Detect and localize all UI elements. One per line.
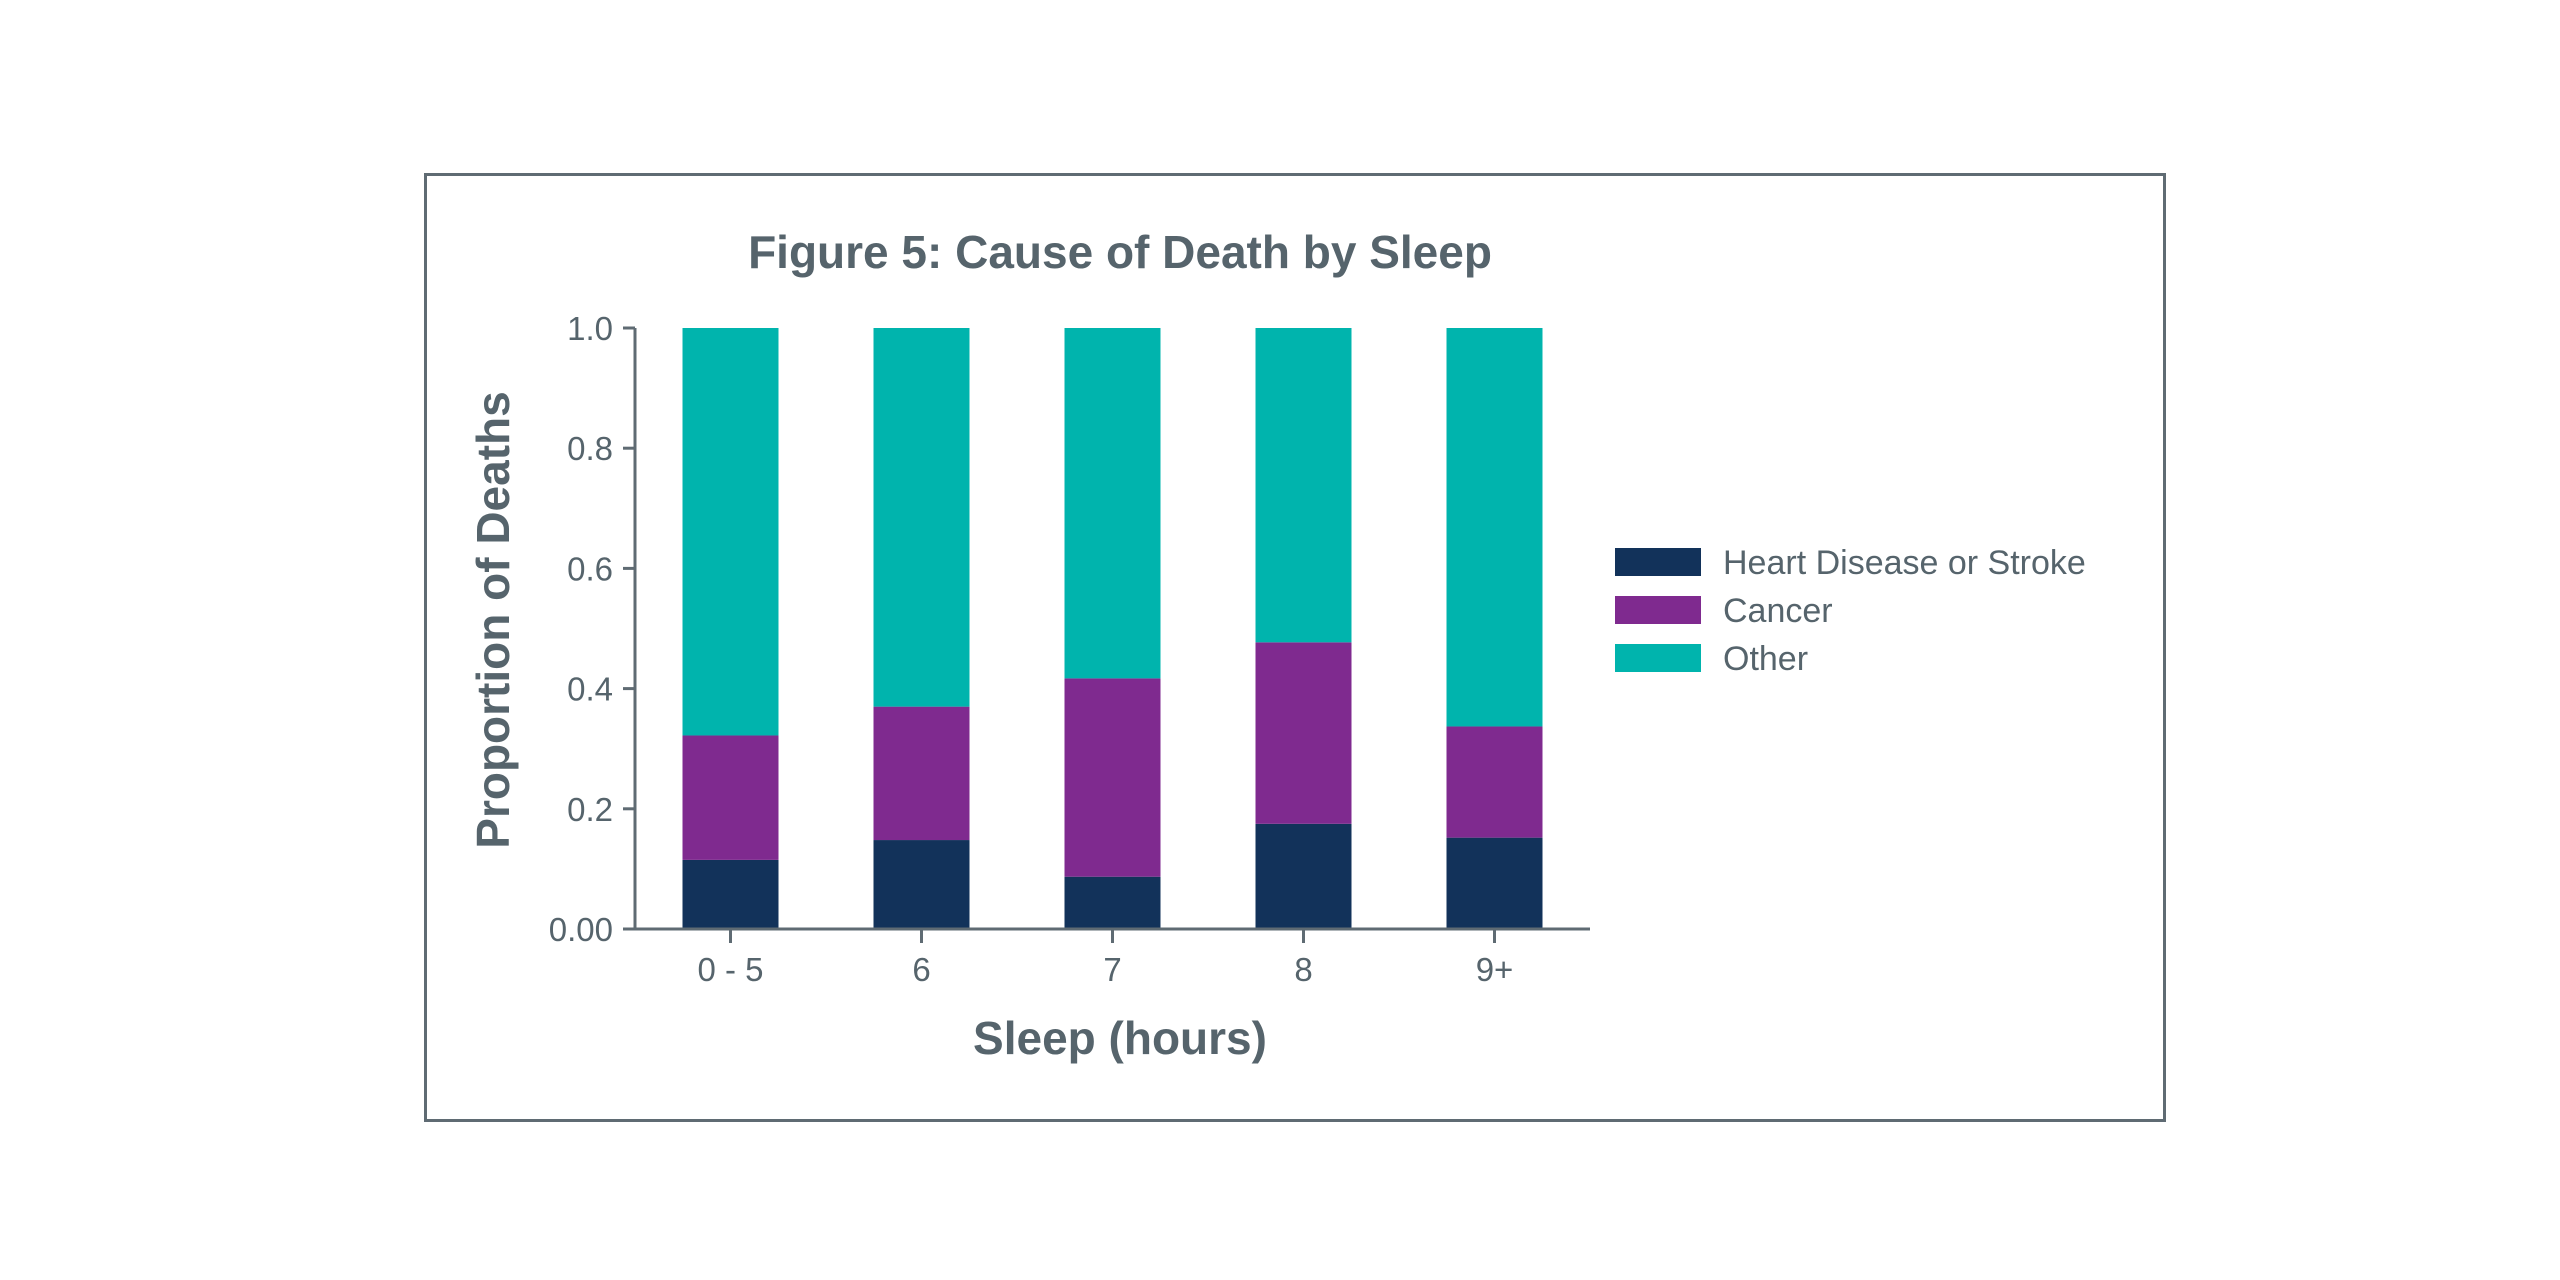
y-tick-label: 1.0 xyxy=(567,310,613,347)
legend-label-0: Heart Disease or Stroke xyxy=(1723,544,2086,582)
y-axis-title: Proportion of Deaths xyxy=(467,391,519,848)
bar-segment-0-1 xyxy=(682,735,779,860)
stacked-bar-chart: Figure 5: Cause of Death by Sleep Propor… xyxy=(467,226,2086,1064)
legend-swatch-2 xyxy=(1615,644,1701,672)
x-tick-label: 7 xyxy=(1103,951,1121,988)
bar-segment-0-2 xyxy=(682,328,779,736)
bar-segment-3-2 xyxy=(1255,328,1352,643)
bar-segment-3-0 xyxy=(1255,823,1352,929)
bar-segment-4-0 xyxy=(1446,837,1543,929)
bar-segment-1-1 xyxy=(873,706,970,841)
bar-segment-2-0 xyxy=(1064,876,1161,929)
bar-segment-2-1 xyxy=(1064,678,1161,877)
y-tick-label: 0.8 xyxy=(567,430,613,467)
bar-segment-1-0 xyxy=(873,840,970,929)
chart-title: Figure 5: Cause of Death by Sleep xyxy=(748,226,1492,278)
y-tick-label: 0.2 xyxy=(567,791,613,828)
bar-segment-4-2 xyxy=(1446,328,1543,727)
x-tick-label: 0 - 5 xyxy=(697,951,763,988)
legend-swatch-1 xyxy=(1615,596,1701,624)
x-tick-label: 9+ xyxy=(1476,951,1514,988)
bar-segment-2-2 xyxy=(1064,328,1161,679)
legend-swatch-0 xyxy=(1615,548,1701,576)
legend-label-2: Other xyxy=(1723,640,1808,678)
bars-layer xyxy=(682,328,1543,929)
bar-segment-0-0 xyxy=(682,859,779,929)
y-tick-label: 0.00 xyxy=(549,911,613,948)
x-tick-label: 6 xyxy=(912,951,930,988)
bar-segment-4-1 xyxy=(1446,726,1543,838)
x-axis-title: Sleep (hours) xyxy=(973,1012,1267,1064)
y-tick-label: 0.6 xyxy=(567,550,613,587)
bar-segment-3-1 xyxy=(1255,642,1352,824)
x-tick-label: 8 xyxy=(1294,951,1312,988)
figure-frame: Figure 5: Cause of Death by Sleep Propor… xyxy=(424,173,2166,1122)
legend-label-1: Cancer xyxy=(1723,592,1833,630)
y-tick-label: 0.4 xyxy=(567,671,613,708)
axes-layer: 0.00 0.2 0.4 0.6 0.8 1.0 0 - 5 6 7 8 9+ xyxy=(549,310,1590,988)
legend: Heart Disease or Stroke Cancer Other xyxy=(1615,544,2086,678)
bar-segment-1-2 xyxy=(873,328,970,707)
